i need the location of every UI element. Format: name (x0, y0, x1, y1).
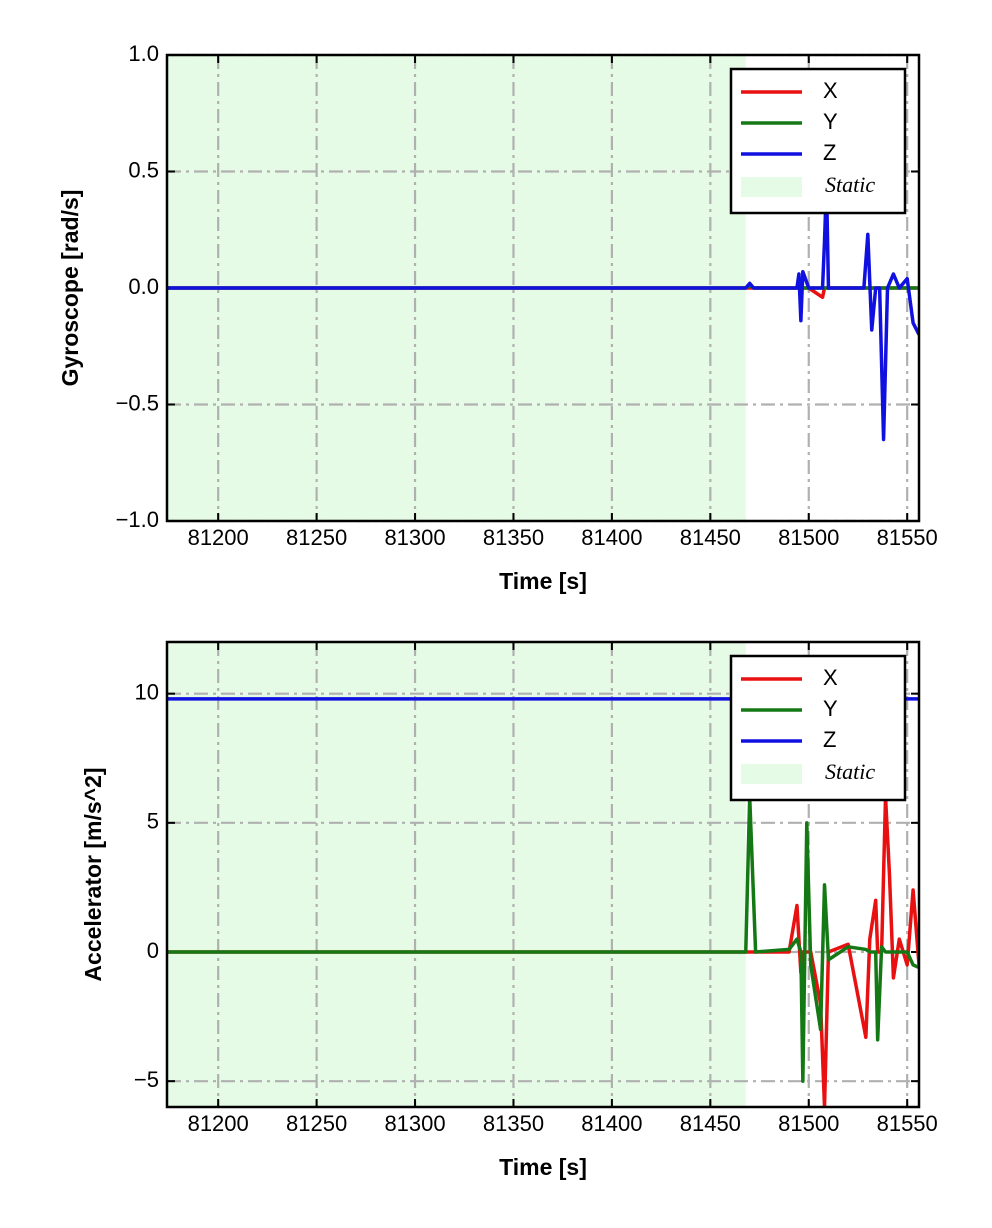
y-tick-label: 1.0 (128, 41, 159, 66)
legend-label: X (823, 665, 838, 690)
x-tick-label: 81250 (286, 525, 347, 550)
y-axis-label: Gyroscope [rad/s] (57, 190, 83, 387)
legend: XYZ Static (729, 67, 907, 215)
y-tick-label: 10 (135, 679, 159, 704)
x-tick-label: 81500 (778, 1111, 839, 1136)
y-tick-label: −1.0 (116, 507, 159, 532)
x-tick-label: 81400 (581, 1111, 642, 1136)
legend-label: Y (823, 696, 838, 721)
legend-label: Z (823, 727, 836, 752)
x-tick-label: 81500 (778, 525, 839, 550)
y-tick-label: 0 (147, 938, 159, 963)
legend-label: Static (825, 172, 875, 197)
series-line (167, 181, 919, 442)
x-tick-label: 81450 (680, 525, 741, 550)
x-tick-label: 81450 (680, 1111, 741, 1136)
y-tick-label: 5 (147, 809, 159, 834)
x-axis-label: Time [s] (499, 568, 587, 594)
y-tick-label: 0.0 (128, 274, 159, 299)
series-line (167, 795, 919, 1107)
x-tick-label: 81400 (581, 525, 642, 550)
x-tick-label: 81550 (877, 525, 938, 550)
y-tick-label: −5 (134, 1067, 159, 1092)
legend-label: X (823, 78, 838, 103)
legend-label: Y (823, 109, 838, 134)
subplot: 81200 81250 81300 81350 81400 81450 81500 81550… (80, 640, 938, 1180)
x-tick-label: 81250 (286, 1111, 347, 1136)
y-tick-label: −0.5 (116, 390, 159, 415)
legend-label: Static (825, 759, 875, 784)
static-region (167, 642, 746, 1107)
legend-label: Z (823, 140, 836, 165)
y-tick-label: 0.5 (128, 157, 159, 182)
legend: XYZ Static (729, 654, 907, 802)
subplot: 81200 81250 81300 81350 81400 81450 81500 81550… (57, 41, 938, 594)
x-tick-label: 81550 (877, 1111, 938, 1136)
x-tick-label: 81350 (483, 525, 544, 550)
legend-swatch (741, 177, 802, 197)
series-line (167, 795, 919, 1083)
axes-frame (165, 53, 921, 523)
x-tick-label: 81300 (384, 1111, 445, 1136)
axes-frame (165, 640, 921, 1109)
x-tick-label: 81200 (188, 525, 249, 550)
x-axis-label: Time [s] (499, 1154, 587, 1180)
y-axis-label: Accelerator [m/s^2] (80, 767, 106, 981)
x-tick-label: 81200 (188, 1111, 249, 1136)
x-tick-label: 81300 (384, 525, 445, 550)
x-tick-label: 81350 (483, 1111, 544, 1136)
legend-swatch (741, 764, 802, 784)
